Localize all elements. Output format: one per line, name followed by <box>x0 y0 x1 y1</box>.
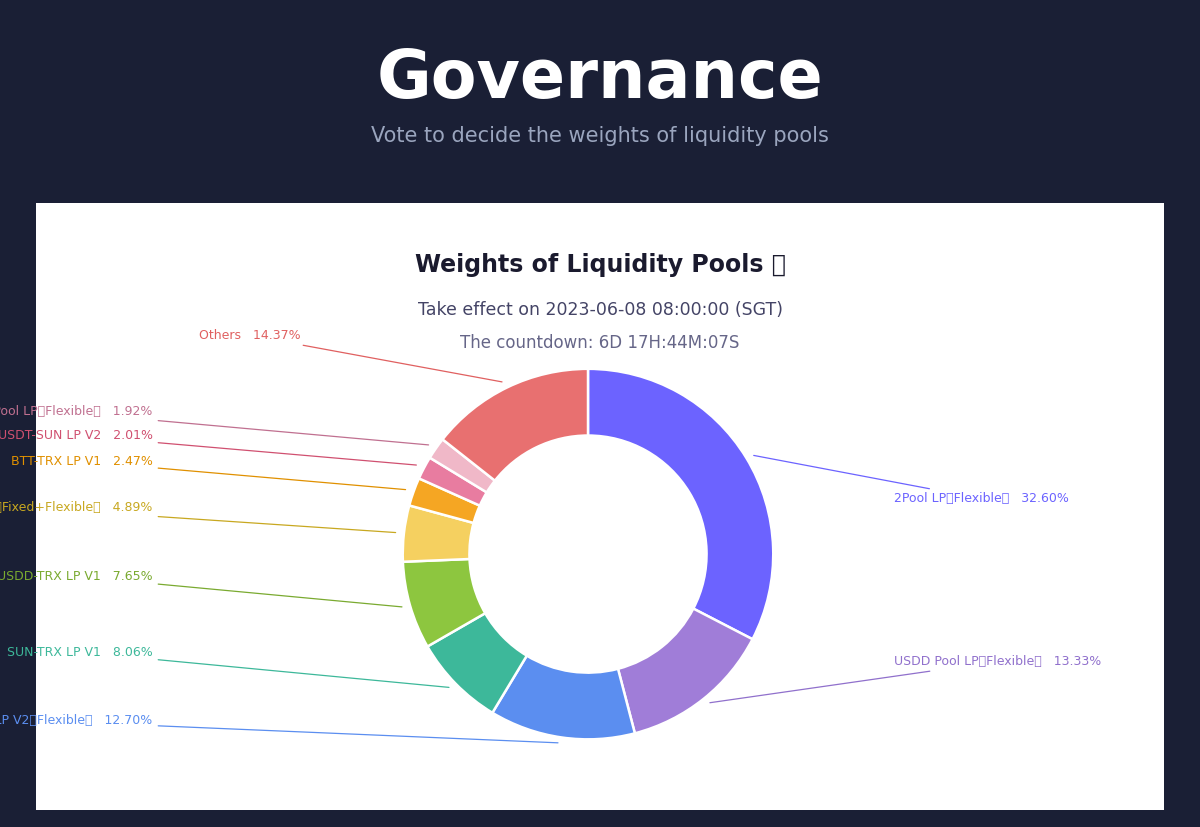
Wedge shape <box>443 369 588 480</box>
Text: Weights of Liquidity Pools ⓘ: Weights of Liquidity Pools ⓘ <box>414 252 786 277</box>
Wedge shape <box>403 559 485 647</box>
Wedge shape <box>618 609 752 734</box>
Wedge shape <box>427 613 527 713</box>
Text: 2Pool LP（Flexible）   32.60%: 2Pool LP（Flexible） 32.60% <box>754 456 1068 505</box>
Wedge shape <box>492 656 635 739</box>
Text: USDD-TRX LP V1   7.65%: USDD-TRX LP V1 7.65% <box>0 570 402 607</box>
Wedge shape <box>430 439 494 492</box>
Text: Take effect on 2023-06-08 08:00:00 (SGT): Take effect on 2023-06-08 08:00:00 (SGT) <box>418 301 782 319</box>
Text: SUN-TRX LP V1   8.06%: SUN-TRX LP V1 8.06% <box>7 646 449 687</box>
Text: Vote to decide the weights of liquidity pools: Vote to decide the weights of liquidity … <box>371 127 829 146</box>
Text: USDD 2pool LP（Fixed+Flexible）   4.89%: USDD 2pool LP（Fixed+Flexible） 4.89% <box>0 501 396 533</box>
FancyBboxPatch shape <box>30 199 1170 814</box>
Wedge shape <box>409 478 480 523</box>
Wedge shape <box>403 505 474 562</box>
Text: USDJ Pool LP（Flexible）   1.92%: USDJ Pool LP（Flexible） 1.92% <box>0 405 428 445</box>
Text: Others   14.37%: Others 14.37% <box>199 329 502 382</box>
Text: BTT-TRX LP V1   2.47%: BTT-TRX LP V1 2.47% <box>11 455 406 490</box>
Wedge shape <box>588 369 773 639</box>
Text: Governance: Governance <box>377 45 823 112</box>
Text: The countdown: 6D 17H:44M:07S: The countdown: 6D 17H:44M:07S <box>461 334 739 352</box>
Text: TRX-USDT LP V2（Flexible）   12.70%: TRX-USDT LP V2（Flexible） 12.70% <box>0 715 558 743</box>
Text: USDD Pool LP（Flexible）   13.33%: USDD Pool LP（Flexible） 13.33% <box>710 655 1100 703</box>
Text: USDT-SUN LP V2   2.01%: USDT-SUN LP V2 2.01% <box>0 429 416 465</box>
Wedge shape <box>419 457 487 505</box>
